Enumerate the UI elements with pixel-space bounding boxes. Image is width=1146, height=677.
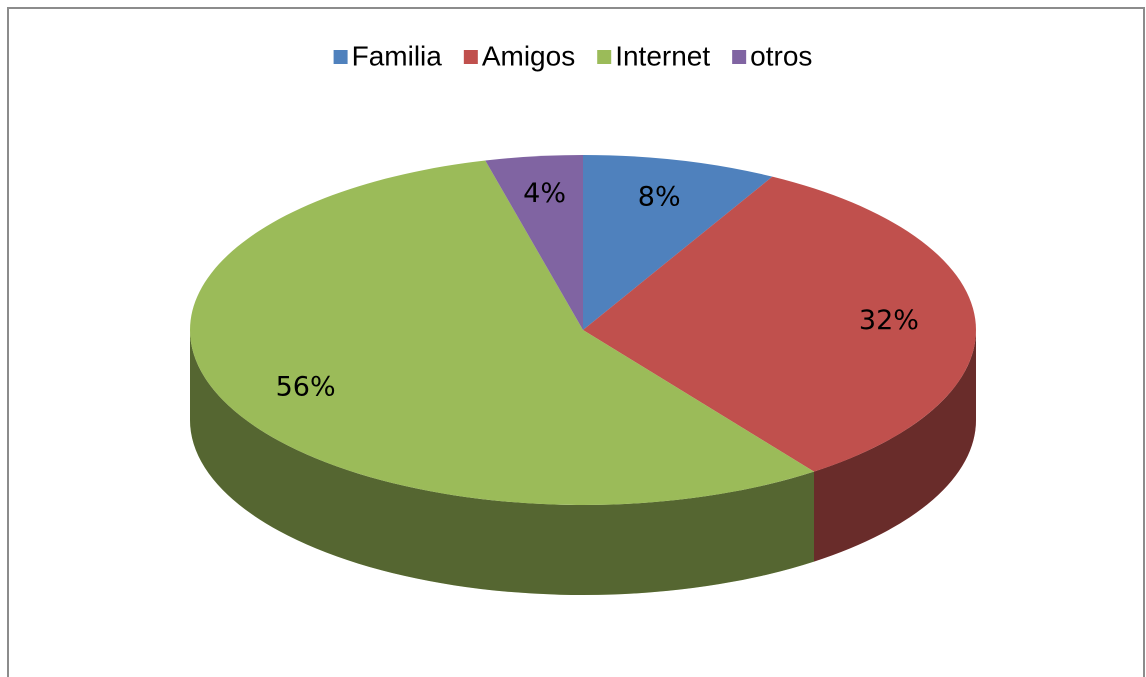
- legend-swatch: [463, 50, 478, 64]
- legend-label: Familia: [352, 40, 443, 71]
- data-label: 8%: [638, 181, 681, 212]
- legend-swatch: [597, 50, 612, 64]
- legend-swatch: [732, 50, 747, 64]
- pie-side-shade: [813, 330, 976, 562]
- data-label: 56%: [276, 372, 336, 403]
- pie-slice: [583, 176, 976, 472]
- legend-label: Internet: [615, 40, 710, 71]
- data-label: 4%: [523, 178, 566, 209]
- legend-swatch: [333, 50, 348, 64]
- pie-slice: [485, 155, 583, 330]
- pie-slice: [583, 155, 773, 330]
- pie-side: [813, 330, 976, 562]
- pie-side: [190, 330, 814, 596]
- data-label: 32%: [859, 305, 919, 336]
- legend-label: Amigos: [482, 40, 575, 71]
- legend-label: otros: [750, 40, 812, 71]
- pie-side-shade: [190, 330, 814, 596]
- pie-slice: [190, 160, 814, 506]
